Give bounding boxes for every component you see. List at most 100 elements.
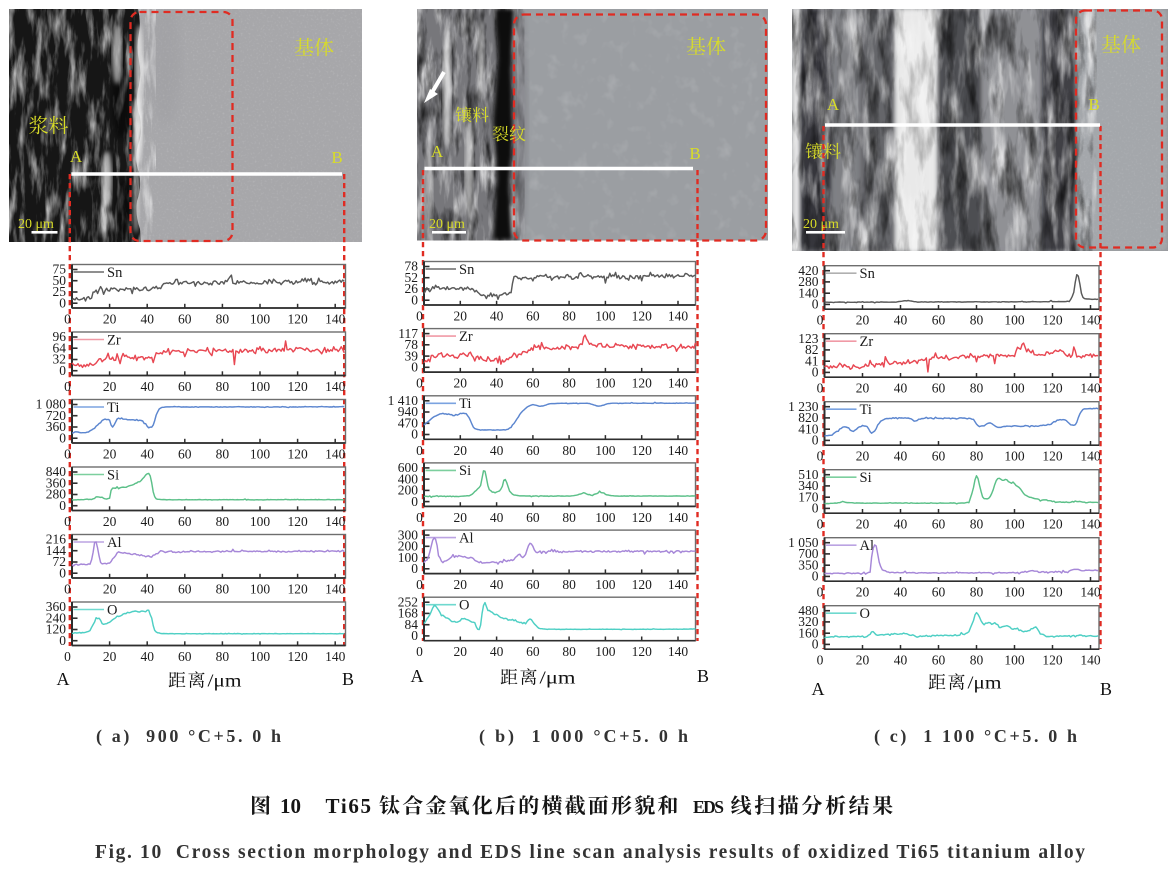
svg-text:200: 200 — [398, 483, 419, 498]
svg-text:0: 0 — [64, 514, 71, 529]
svg-text:80: 80 — [970, 653, 984, 668]
svg-text:100: 100 — [595, 376, 616, 391]
svg-text:140: 140 — [668, 443, 689, 458]
svg-text:EDS: EDS — [693, 797, 724, 817]
svg-text:39: 39 — [405, 348, 419, 363]
svg-text:700: 700 — [798, 546, 819, 561]
svg-text:100: 100 — [250, 447, 271, 462]
svg-text:A: A — [411, 666, 424, 686]
svg-text:100: 100 — [595, 309, 616, 324]
svg-text:0: 0 — [812, 365, 819, 380]
svg-text:100: 100 — [250, 649, 271, 664]
svg-text:40: 40 — [894, 449, 908, 464]
svg-text:0: 0 — [411, 427, 418, 442]
svg-text:80: 80 — [562, 577, 576, 592]
svg-text:60: 60 — [178, 649, 192, 664]
svg-text:20 μm: 20 μm — [803, 217, 839, 232]
svg-text:0: 0 — [59, 565, 66, 580]
svg-text:0: 0 — [416, 376, 423, 391]
svg-text:Zr: Zr — [860, 334, 874, 350]
svg-text:40: 40 — [894, 585, 908, 600]
svg-text:117: 117 — [398, 326, 418, 341]
svg-text:B: B — [689, 144, 700, 163]
svg-text:60: 60 — [932, 517, 946, 532]
svg-text:240: 240 — [46, 610, 67, 625]
svg-text:20 μm: 20 μm — [429, 217, 465, 232]
svg-text:140: 140 — [325, 379, 346, 394]
svg-text:120: 120 — [632, 309, 653, 324]
svg-text:280: 280 — [798, 274, 819, 289]
svg-text:40: 40 — [140, 447, 154, 462]
svg-text:80: 80 — [216, 582, 230, 597]
svg-text:60: 60 — [526, 443, 540, 458]
svg-text:350: 350 — [798, 557, 819, 572]
svg-text:120: 120 — [287, 582, 308, 597]
svg-text:0: 0 — [416, 577, 423, 592]
svg-text:0: 0 — [64, 447, 71, 462]
svg-text:100: 100 — [1004, 381, 1025, 396]
svg-text:Al: Al — [459, 530, 474, 546]
svg-text:100: 100 — [1004, 449, 1025, 464]
svg-text:360: 360 — [46, 599, 67, 614]
svg-text:320: 320 — [798, 614, 819, 629]
svg-text:20: 20 — [856, 449, 870, 464]
svg-text:20: 20 — [454, 443, 468, 458]
svg-text:41: 41 — [805, 353, 819, 368]
svg-text:400: 400 — [398, 471, 419, 486]
svg-text:20: 20 — [856, 585, 870, 600]
svg-text:100: 100 — [1004, 653, 1025, 668]
svg-text:0: 0 — [817, 313, 824, 328]
svg-text:64: 64 — [53, 340, 67, 355]
svg-text:360: 360 — [46, 419, 67, 434]
svg-text:120: 120 — [632, 443, 653, 458]
svg-text:120: 120 — [632, 376, 653, 391]
svg-text:120: 120 — [287, 514, 308, 529]
svg-text:60: 60 — [178, 312, 192, 327]
svg-text:100: 100 — [595, 510, 616, 525]
svg-text:26: 26 — [405, 281, 419, 296]
svg-text:140: 140 — [325, 312, 346, 327]
svg-text:40: 40 — [894, 313, 908, 328]
svg-text:80: 80 — [970, 313, 984, 328]
svg-text:Al: Al — [107, 535, 122, 551]
svg-text:10: 10 — [280, 794, 301, 818]
svg-text:( a) 900 °C+5. 0 h: ( a) 900 °C+5. 0 h — [96, 726, 281, 747]
svg-text:0: 0 — [59, 363, 66, 378]
svg-text:A: A — [827, 95, 840, 114]
svg-text:140: 140 — [325, 514, 346, 529]
svg-text:20: 20 — [454, 376, 468, 391]
svg-text:40: 40 — [490, 644, 504, 659]
svg-text:40: 40 — [140, 649, 154, 664]
svg-text:Sn: Sn — [459, 262, 475, 278]
svg-text:140: 140 — [1080, 313, 1101, 328]
svg-text:82: 82 — [805, 342, 819, 357]
svg-text:120: 120 — [46, 622, 67, 637]
svg-text:20: 20 — [454, 309, 468, 324]
svg-text:96: 96 — [53, 329, 67, 344]
svg-text:0: 0 — [812, 433, 819, 448]
svg-text:20: 20 — [856, 381, 870, 396]
svg-text:A: A — [812, 679, 825, 699]
svg-text:20: 20 — [454, 510, 468, 525]
svg-text:0: 0 — [817, 585, 824, 600]
svg-text:Al: Al — [860, 538, 875, 554]
svg-text:25: 25 — [53, 284, 67, 299]
svg-text:0: 0 — [59, 633, 66, 648]
svg-text:40: 40 — [140, 312, 154, 327]
svg-text:120: 120 — [632, 577, 653, 592]
svg-text:0: 0 — [817, 381, 824, 396]
svg-text:80: 80 — [562, 376, 576, 391]
svg-text:B: B — [1100, 679, 1112, 699]
svg-text:360: 360 — [46, 475, 67, 490]
svg-text:0: 0 — [416, 510, 423, 525]
svg-text:B: B — [342, 669, 354, 689]
svg-text:120: 120 — [287, 379, 308, 394]
svg-text:75: 75 — [53, 262, 67, 277]
svg-text:0: 0 — [817, 653, 824, 668]
svg-text:510: 510 — [798, 467, 819, 482]
svg-text:60: 60 — [932, 585, 946, 600]
svg-text:480: 480 — [798, 603, 819, 618]
svg-text:20: 20 — [103, 379, 117, 394]
svg-text:20: 20 — [856, 517, 870, 532]
svg-text:410: 410 — [798, 421, 819, 436]
